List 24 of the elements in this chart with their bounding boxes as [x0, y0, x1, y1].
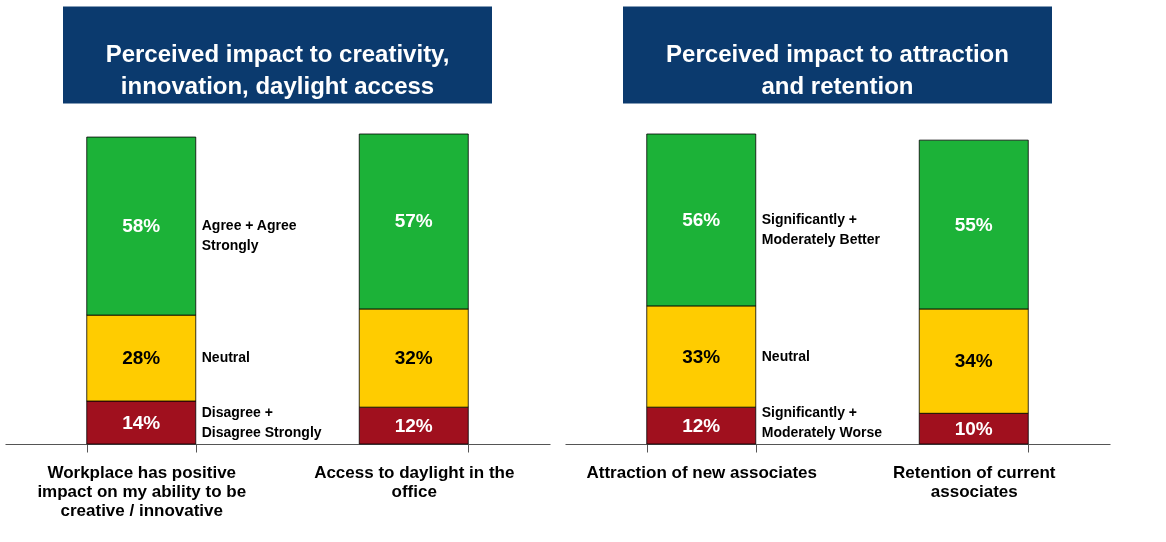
series-label: Significantly + Moderately Better: [761, 210, 881, 247]
data-label: 56%: [682, 208, 721, 230]
chart-title: Perceived impact to attraction and retention: [666, 40, 1009, 99]
data-label: 12%: [394, 414, 433, 436]
x-tick-label: Attraction of new associates: [586, 462, 818, 482]
data-label: 55%: [954, 213, 993, 235]
series-label: Neutral: [761, 347, 810, 364]
data-label: 34%: [954, 350, 993, 372]
data-label: 14%: [122, 411, 161, 433]
x-tick-label: Retention of current associates: [893, 462, 1056, 501]
chart-title: Perceived impact to creativity, innovation, daylight access: [105, 40, 450, 99]
series-label: Agree + Agree Strongly: [201, 217, 297, 254]
data-label: 57%: [394, 210, 433, 232]
data-label: 10%: [954, 417, 993, 439]
series-label: Significantly + Moderately Worse: [761, 404, 883, 440]
data-label: 12%: [682, 414, 721, 436]
data-label: 28%: [122, 347, 161, 369]
data-label: 58%: [122, 215, 161, 237]
x-tick-label: Access to daylight in the office: [314, 462, 515, 501]
series-label: Disagree + Disagree Strongly: [201, 404, 322, 441]
x-tick-label: Workplace has positive impact on my ability to be creative / innovative: [37, 462, 247, 520]
series-label: Neutral: [201, 349, 250, 366]
data-label: 33%: [682, 345, 721, 367]
data-label: 32%: [394, 347, 433, 369]
